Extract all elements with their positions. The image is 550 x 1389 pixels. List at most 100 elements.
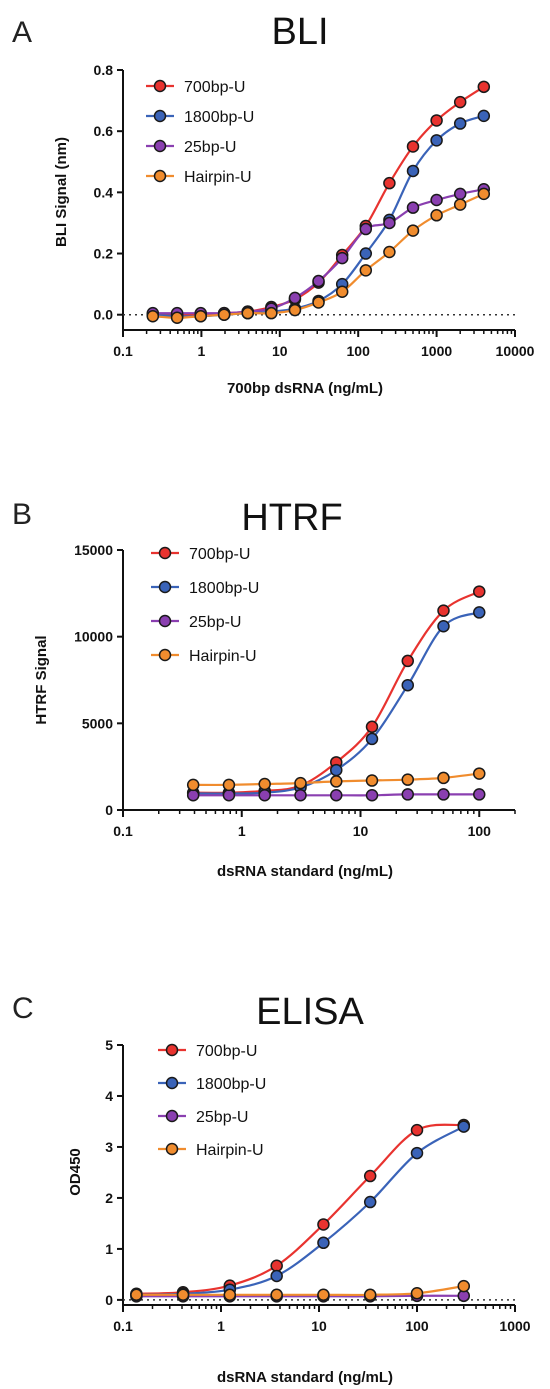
series-line-25bp-u xyxy=(152,188,485,315)
legend-label: Hairpin-U xyxy=(196,1142,264,1159)
data-point-hairpin-u xyxy=(383,245,396,259)
y-tick-label: 0 xyxy=(105,802,113,818)
data-point-1800bp-u xyxy=(330,763,343,777)
data-point-25bp-u xyxy=(186,789,200,802)
x-tick-label: 10 xyxy=(353,823,369,839)
panel-letter: B xyxy=(12,498,32,531)
data-point-hairpin-u xyxy=(406,224,420,237)
y-tick-label: 0.2 xyxy=(94,246,114,262)
data-point-hairpin-u xyxy=(258,777,271,791)
x-axis-title: dsRNA standard (ng/mL) xyxy=(217,1369,393,1386)
data-point-25bp-u xyxy=(453,187,467,201)
x-tick-label: 100 xyxy=(468,823,492,839)
legend-marker xyxy=(153,109,167,123)
legend-label: Hairpin-U xyxy=(184,169,252,186)
data-point-700bp-u xyxy=(406,140,420,153)
legend-marker xyxy=(165,1043,179,1057)
data-point-hairpin-u xyxy=(288,303,302,317)
legend-label: 25bp-U xyxy=(189,614,241,631)
y-tick-label: 0.6 xyxy=(94,123,114,139)
x-tick-label: 0.1 xyxy=(113,343,133,359)
x-tick-label: 0.1 xyxy=(113,1318,133,1334)
data-point-1800bp-u xyxy=(430,134,443,147)
data-point-hairpin-u xyxy=(365,774,379,787)
y-tick-label: 10000 xyxy=(74,629,113,645)
legend-item: 700bp-U xyxy=(158,1043,257,1060)
legend-label: Hairpin-U xyxy=(189,648,257,665)
data-point-hairpin-u xyxy=(363,1288,377,1302)
data-point-1800bp-u xyxy=(453,117,467,130)
legend-marker xyxy=(165,1142,179,1156)
data-point-700bp-u xyxy=(401,654,415,668)
data-point-25bp-u xyxy=(335,251,349,265)
legend-marker xyxy=(165,1076,179,1090)
data-point-hairpin-u xyxy=(335,285,349,299)
data-point-1800bp-u xyxy=(473,606,486,619)
data-point-25bp-u xyxy=(406,201,420,214)
y-tick-label: 1 xyxy=(105,1241,113,1257)
legend-item: 25bp-U xyxy=(151,614,241,631)
data-point-1800bp-u xyxy=(410,1146,424,1160)
data-point-hairpin-u xyxy=(410,1287,424,1300)
panel-b: B HTRF dsRNA standard (ng/mL) HTRF Signa… xyxy=(12,497,516,880)
legend-label: 1800bp-U xyxy=(196,1076,266,1093)
data-point-hairpin-u xyxy=(457,1279,471,1293)
data-point-700bp-u xyxy=(365,720,379,734)
data-point-25bp-u xyxy=(365,789,379,802)
data-point-700bp-u xyxy=(270,1259,283,1272)
legend-marker xyxy=(158,546,172,560)
legend-item: 700bp-U xyxy=(151,546,250,563)
data-point-25bp-u xyxy=(359,222,373,236)
y-axis-title: HTRF Signal xyxy=(33,635,50,724)
data-point-25bp-u xyxy=(312,274,325,288)
data-point-hairpin-u xyxy=(186,778,200,792)
data-point-hairpin-u xyxy=(294,776,307,790)
legend-item: Hairpin-U xyxy=(158,1142,264,1159)
data-point-hairpin-u xyxy=(146,309,160,323)
panel-letter: A xyxy=(12,16,32,49)
data-point-25bp-u xyxy=(430,193,443,207)
y-tick-label: 3 xyxy=(105,1139,113,1155)
x-tick-label: 1 xyxy=(238,823,246,839)
data-point-hairpin-u xyxy=(194,309,207,323)
legend-item: 25bp-U xyxy=(146,139,236,156)
panel-title: HTRF xyxy=(241,497,342,539)
data-point-hairpin-u xyxy=(437,771,450,785)
data-point-25bp-u xyxy=(222,789,236,802)
data-point-hairpin-u xyxy=(359,264,373,277)
data-point-700bp-u xyxy=(383,176,396,190)
data-point-1800bp-u xyxy=(477,109,491,123)
data-point-700bp-u xyxy=(437,604,450,617)
data-point-25bp-u xyxy=(288,291,302,305)
legend-item: 25bp-U xyxy=(158,1109,248,1126)
legend-item: Hairpin-U xyxy=(146,169,252,186)
data-point-700bp-u xyxy=(317,1218,330,1231)
data-point-1800bp-u xyxy=(317,1236,330,1250)
data-point-hairpin-u xyxy=(312,296,325,309)
x-tick-label: 1000 xyxy=(499,1318,530,1334)
legend-label: 700bp-U xyxy=(184,79,245,96)
data-point-25bp-u xyxy=(294,789,307,802)
data-point-1800bp-u xyxy=(363,1195,377,1209)
data-point-1800bp-u xyxy=(457,1120,471,1133)
y-tick-label: 15000 xyxy=(74,542,113,558)
data-point-hairpin-u xyxy=(330,775,343,788)
data-point-hairpin-u xyxy=(217,308,231,321)
y-tick-label: 0.0 xyxy=(94,307,114,323)
panel-c: C ELISA dsRNA standard (ng/mL) OD450 0 1 2… xyxy=(12,991,531,1386)
x-tick-label: 10 xyxy=(311,1318,327,1334)
data-point-hairpin-u xyxy=(317,1288,330,1302)
legend-label: 1800bp-U xyxy=(189,580,259,597)
data-point-700bp-u xyxy=(453,95,467,109)
legend-item: 1800bp-U xyxy=(146,109,254,126)
legend-label: 25bp-U xyxy=(196,1109,248,1126)
data-point-hairpin-u xyxy=(223,1288,237,1302)
x-tick-label: 10 xyxy=(272,343,288,359)
y-tick-label: 0 xyxy=(105,1292,113,1308)
data-point-hairpin-u xyxy=(270,1288,283,1302)
x-tick-label: 100 xyxy=(405,1318,429,1334)
data-point-hairpin-u xyxy=(265,306,278,320)
data-point-25bp-u xyxy=(330,789,343,802)
y-axis-title: BLI Signal (nm) xyxy=(53,137,70,247)
x-axis-title: dsRNA standard (ng/mL) xyxy=(217,863,393,880)
